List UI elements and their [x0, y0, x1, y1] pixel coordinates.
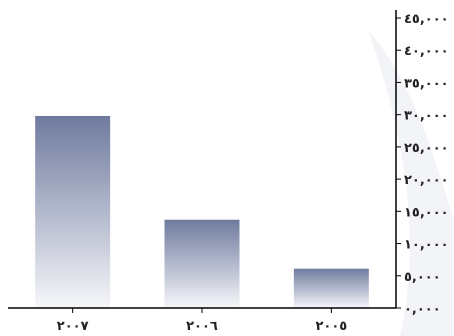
- bar-2: [293, 268, 369, 308]
- y-axis-ticks: ٠,٠٠٠ ٥,٠٠٠ ١٠,٠٠٠ ١٥,٠٠٠ ٢٠,٠٠٠ ٢٥,٠٠٠ ٣٠,٠٠٠…: [396, 12, 449, 317]
- y-tick-label: ٤٥,٠٠٠: [404, 12, 449, 27]
- x-tick-label: ٢٠٠٦: [186, 319, 218, 334]
- y-tick-label: ١٥,٠٠٠: [404, 205, 449, 220]
- y-tick-label: ٢٠,٠٠٠: [404, 173, 449, 188]
- background-watermark: [368, 30, 454, 336]
- bars-group: [35, 115, 369, 308]
- y-tick-label: ٣٥,٠٠٠: [404, 76, 449, 91]
- bar-1: [164, 219, 240, 308]
- x-tick-label: ٢٠٠٧: [57, 319, 89, 334]
- y-tick-label: ٠,٠٠٠: [404, 302, 441, 317]
- y-tick-label: ٣٠,٠٠٠: [404, 109, 449, 124]
- y-tick-label: ١٠,٠٠٠: [404, 238, 449, 253]
- y-tick-label: ٤٠,٠٠٠: [404, 44, 449, 59]
- y-tick-label: ٢٥,٠٠٠: [404, 141, 449, 156]
- bar-0: [35, 115, 111, 308]
- x-axis-labels: ٢٠٠٧ ٢٠٠٦ ٢٠٠٥: [57, 308, 347, 334]
- y-tick-label: ٥,٠٠٠: [404, 270, 441, 285]
- x-tick-label: ٢٠٠٥: [315, 319, 347, 334]
